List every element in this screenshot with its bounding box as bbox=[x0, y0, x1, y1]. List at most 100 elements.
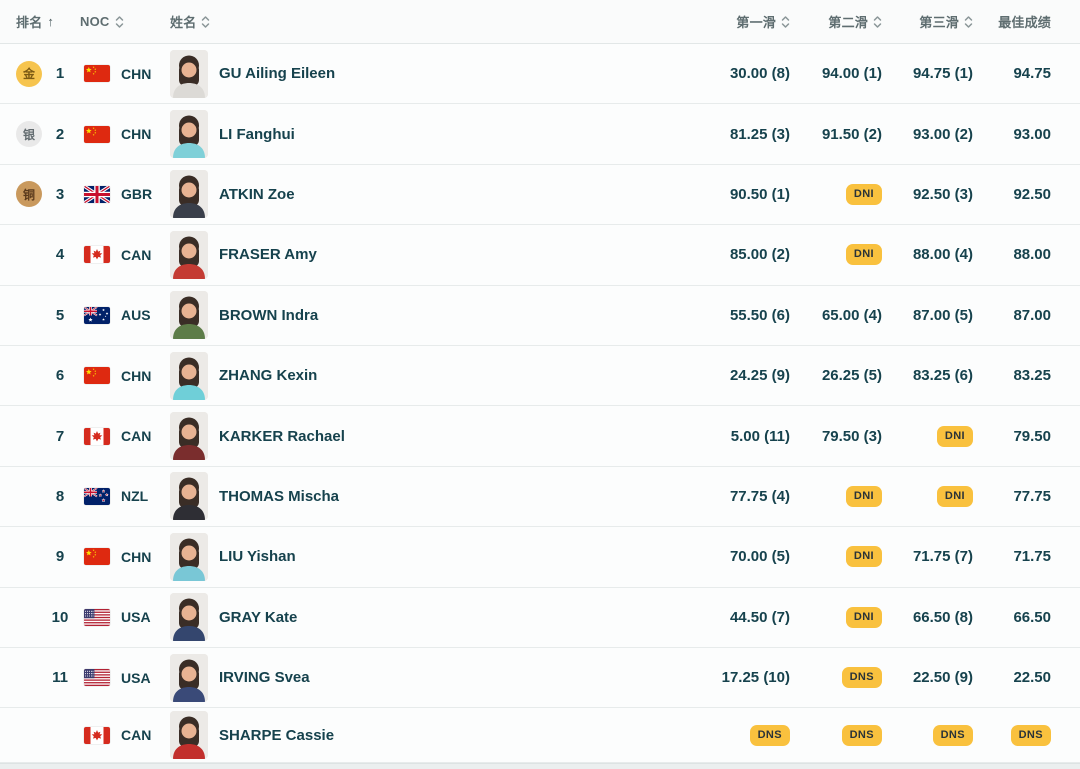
rank-cell: 11 bbox=[16, 665, 80, 691]
best-score: 66.50 bbox=[1013, 608, 1051, 626]
name-cell: LI Fanghui bbox=[158, 110, 690, 159]
best-score: 93.00 bbox=[1013, 125, 1051, 143]
athlete-name: LIU Yishan bbox=[219, 548, 296, 566]
best-score: 77.75 bbox=[1013, 487, 1051, 505]
dni-badge: DNI bbox=[845, 183, 882, 205]
table-header: 排名 ↑ NOC 姓名 第一滑 第二滑 第三滑 最佳成绩 bbox=[0, 0, 1080, 44]
name-cell: THOMAS Mischa bbox=[158, 472, 690, 521]
run1-column-label: 第一滑 bbox=[736, 15, 776, 30]
noc-code: AUS bbox=[121, 307, 151, 324]
run2-score: 91.50 (2) bbox=[821, 125, 882, 143]
dni-badge: DNI bbox=[845, 546, 882, 568]
run1-score: 90.50 (1) bbox=[729, 185, 790, 203]
table-row: 7 CAN KARKER Rachael 5.00 (11) 79.50 (3)… bbox=[0, 406, 1080, 467]
run1-score: 77.75 (4) bbox=[729, 487, 790, 505]
noc-cell: NZL bbox=[80, 487, 158, 505]
sort-icon bbox=[873, 15, 882, 29]
athlete-name: GRAY Kate bbox=[219, 608, 298, 626]
table-row: 银 2 CHN LI Fanghui 81.25 (3) 91.50 (2) 9… bbox=[0, 104, 1080, 165]
noc-cell: CHN bbox=[80, 125, 158, 143]
dni-badge: DNI bbox=[936, 425, 973, 447]
sort-icon bbox=[115, 15, 124, 29]
run3-score: 87.00 (5) bbox=[912, 306, 973, 324]
country-flag-icon bbox=[84, 669, 110, 687]
column-header-best[interactable]: 最佳成绩 bbox=[973, 12, 1080, 31]
run2-score: DNS bbox=[790, 667, 882, 689]
country-flag-icon bbox=[84, 367, 110, 385]
rank-cell: 8 bbox=[16, 483, 80, 509]
rank-value: 1 bbox=[55, 65, 65, 83]
rank-cell: 4 bbox=[16, 242, 80, 268]
country-flag-icon bbox=[84, 185, 110, 203]
medal-badge: 金 bbox=[16, 60, 42, 87]
column-header-noc[interactable]: NOC bbox=[80, 14, 158, 29]
run2-column-label: 第二滑 bbox=[828, 15, 868, 30]
column-header-run1[interactable]: 第一滑 bbox=[690, 12, 790, 31]
column-header-run2[interactable]: 第二滑 bbox=[790, 12, 882, 31]
dni-badge: DNI bbox=[936, 485, 973, 507]
country-flag-icon bbox=[84, 608, 110, 626]
dns-badge: DNS bbox=[749, 724, 790, 746]
run1-score: 70.00 (5) bbox=[729, 548, 790, 566]
noc-code: CAN bbox=[121, 246, 152, 263]
country-flag-icon bbox=[84, 125, 110, 143]
name-cell: ZHANG Kexin bbox=[158, 351, 690, 400]
best-score: 87.00 bbox=[1013, 306, 1051, 324]
athlete-avatar bbox=[170, 532, 208, 581]
noc-cell: GBR bbox=[80, 185, 158, 203]
athlete-avatar bbox=[170, 593, 208, 642]
name-cell: GU Ailing Eileen bbox=[158, 49, 690, 98]
run1-score: DNS bbox=[690, 724, 790, 746]
column-header-name[interactable]: 姓名 bbox=[158, 12, 690, 31]
run3-score: 83.25 (6) bbox=[912, 367, 973, 385]
best-score: 71.75 bbox=[1013, 548, 1051, 566]
athlete-avatar bbox=[170, 472, 208, 521]
table-row: 6 CHN ZHANG Kexin 24.25 (9) 26.25 (5) 83… bbox=[0, 345, 1080, 407]
dns-badge: DNS bbox=[932, 724, 973, 746]
rank-value: 8 bbox=[55, 487, 65, 505]
run3-score: 71.75 (7) bbox=[912, 548, 973, 566]
column-header-rank[interactable]: 排名 ↑ bbox=[16, 12, 80, 31]
run1-score: 5.00 (11) bbox=[730, 427, 790, 445]
athlete-name: SHARPE Cassie bbox=[219, 726, 335, 744]
athlete-avatar bbox=[170, 412, 208, 461]
run2-score: DNI bbox=[790, 244, 882, 266]
table-row: 金 1 CHN GU Ailing Eileen 30.00 (8) 94.00… bbox=[0, 44, 1080, 105]
best-score: 79.50 bbox=[1013, 427, 1051, 445]
rank-value: 7 bbox=[55, 427, 65, 445]
sort-icon bbox=[201, 15, 210, 29]
name-cell: GRAY Kate bbox=[158, 593, 690, 642]
name-cell: SHARPE Cassie bbox=[158, 711, 690, 760]
dni-badge: DNI bbox=[845, 606, 882, 628]
best-score: 92.50 bbox=[1013, 185, 1051, 203]
name-cell: ATKIN Zoe bbox=[158, 170, 690, 219]
athlete-avatar bbox=[170, 291, 208, 340]
rank-value: 6 bbox=[55, 367, 65, 385]
run1-score: 24.25 (9) bbox=[729, 367, 790, 385]
athlete-name: IRVING Svea bbox=[219, 669, 310, 687]
best-score: 83.25 bbox=[1013, 367, 1051, 385]
best-score: 22.50 bbox=[1013, 669, 1051, 687]
noc-code: GBR bbox=[121, 186, 153, 203]
run1-score: 85.00 (2) bbox=[729, 246, 790, 264]
rank-cell: 10 bbox=[16, 604, 80, 630]
dns-badge: DNS bbox=[841, 667, 882, 689]
noc-code: CHN bbox=[121, 548, 152, 565]
noc-code: CHN bbox=[121, 126, 152, 143]
sort-icon bbox=[964, 15, 973, 29]
noc-code: USA bbox=[121, 669, 151, 686]
name-cell: IRVING Svea bbox=[158, 653, 690, 702]
table-row: 11 USA IRVING Svea 17.25 (10) DNS 22.50 … bbox=[0, 647, 1080, 709]
column-header-run3[interactable]: 第三滑 bbox=[882, 12, 973, 31]
athlete-name: KARKER Rachael bbox=[219, 427, 345, 445]
table-row: 8 NZL THOMAS Mischa 77.75 (4) DNI DNI 77… bbox=[0, 466, 1080, 528]
run2-score: 79.50 (3) bbox=[821, 427, 882, 445]
run1-score: 30.00 (8) bbox=[729, 65, 790, 83]
athlete-avatar bbox=[170, 230, 208, 279]
run2-score: DNS bbox=[790, 724, 882, 746]
medal-badge: 铜 bbox=[16, 181, 42, 208]
noc-cell: CAN bbox=[80, 726, 158, 744]
rank-cell bbox=[16, 722, 80, 748]
athlete-avatar bbox=[170, 653, 208, 702]
run1-score: 55.50 (6) bbox=[729, 306, 790, 324]
